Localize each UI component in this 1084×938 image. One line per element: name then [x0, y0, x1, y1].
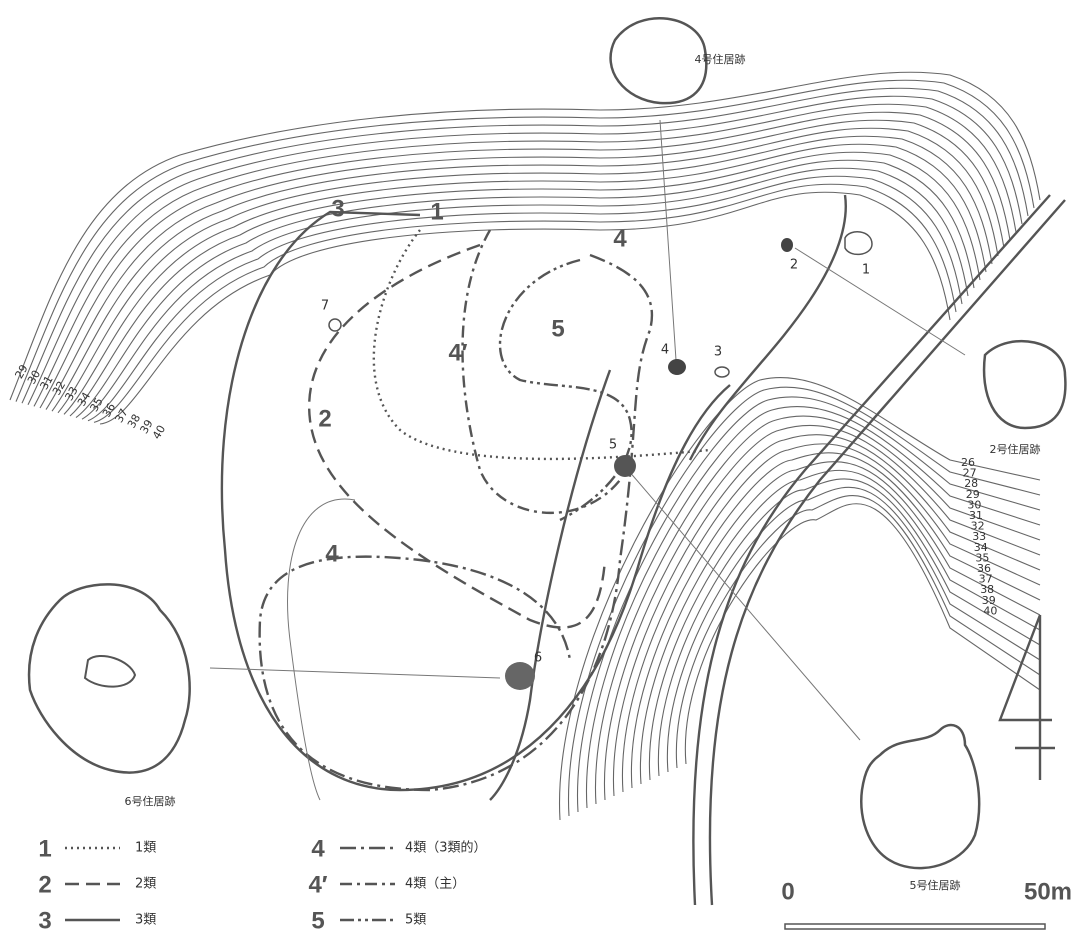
contour-line: [94, 184, 956, 422]
contour-line: [22, 88, 1028, 403]
line-label: 1: [430, 198, 443, 225]
contour-line: [76, 160, 974, 417]
line-label: 3: [331, 195, 344, 222]
line-4: [260, 255, 652, 790]
contour-line: [100, 192, 950, 424]
pit: [715, 367, 729, 377]
scale-bar: [785, 924, 1045, 929]
line-1: [374, 230, 710, 459]
pit-label: 6: [534, 651, 542, 666]
line-3: [222, 212, 730, 790]
pit: [781, 238, 793, 252]
legend-key: 5: [311, 907, 324, 934]
contours: 2930313233343536373839402627282930313233…: [10, 72, 1040, 820]
pit-label: 3: [714, 345, 722, 360]
site-map: 2930313233343536373839402627282930313233…: [0, 0, 1084, 938]
legend-label: 4類（3類的）: [405, 840, 487, 856]
dwelling-label: 6号住居跡: [125, 794, 176, 808]
contour-line: [10, 72, 1040, 400]
contour-line: [88, 176, 962, 421]
line-4-prime: [463, 230, 621, 513]
legend-label: 2類: [135, 877, 156, 892]
legend-label: 3類: [135, 913, 156, 928]
pit: [329, 319, 341, 331]
path-line: [690, 195, 846, 460]
dwelling-label: 4号住居跡: [695, 52, 746, 66]
pit-label: 2: [790, 258, 798, 273]
pit: [668, 359, 686, 375]
legend-label: 1類: [135, 841, 156, 856]
line-label: 2: [318, 405, 331, 432]
pit: [845, 232, 872, 255]
pit: [614, 455, 636, 477]
dwelling: [861, 725, 979, 868]
dwelling: [29, 584, 190, 772]
pit-label: 7: [321, 299, 329, 314]
pit: [505, 662, 535, 690]
contour-line: [70, 152, 980, 416]
legend-label: 5類: [405, 913, 426, 928]
line-label: 4: [325, 540, 339, 567]
contour-line: [40, 112, 1010, 408]
legend-key: 2: [38, 871, 51, 898]
line-5: [500, 260, 632, 520]
legend-label: 4類（主）: [405, 877, 465, 892]
line-label: 4: [613, 225, 627, 252]
contour-label: 40: [983, 604, 997, 617]
pit-label: 4: [661, 343, 669, 358]
legend-key: 3: [38, 907, 51, 934]
legend-key: 4′: [308, 871, 327, 898]
contour-inner: [288, 499, 355, 800]
dwelling-feature: [85, 656, 135, 687]
legend: 1 2 3 4 4′ 5 1類 2類 3類 4類（3類的） 4類（主） 5類: [38, 835, 486, 934]
line-label: 5: [551, 315, 564, 342]
pit-label: 5: [609, 438, 617, 453]
line-2: [309, 245, 605, 628]
dwelling: [984, 341, 1065, 428]
legend-key: 1: [38, 835, 51, 862]
scale-label: 50m: [1024, 878, 1072, 905]
dwelling-label: 2号住居跡: [990, 442, 1041, 456]
scale-label: 0: [781, 878, 794, 905]
contour-line: [28, 96, 1022, 405]
line-label: 4′: [448, 339, 467, 366]
dwelling: [611, 18, 707, 103]
dwelling-label: 5号住居跡: [910, 878, 961, 892]
contour-line: [46, 120, 1004, 409]
legend-key: 4: [311, 835, 325, 862]
pit-label: 1: [862, 263, 870, 278]
contour-line: [58, 136, 992, 413]
